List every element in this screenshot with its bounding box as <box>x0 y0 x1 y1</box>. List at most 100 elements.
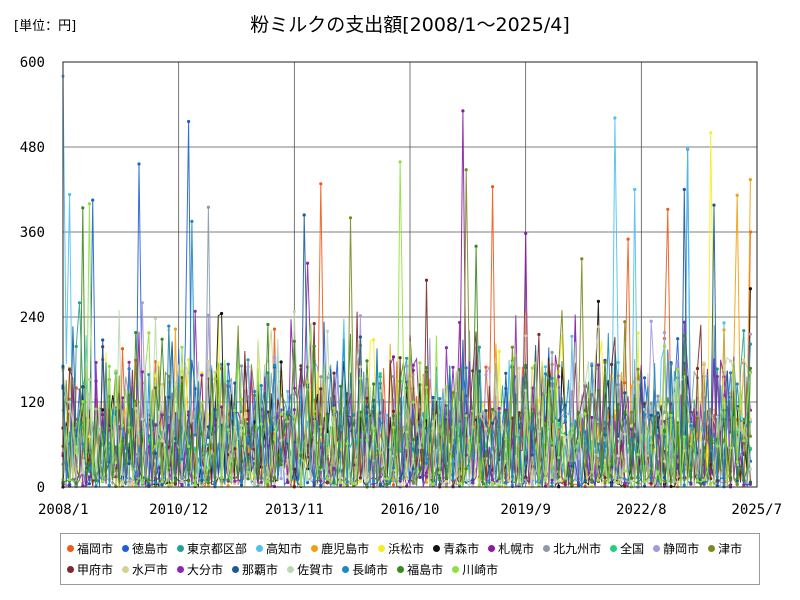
data-point <box>153 451 158 455</box>
legend-label: 長崎市 <box>352 563 389 577</box>
data-point <box>722 398 726 402</box>
data-point <box>246 437 250 441</box>
data-point <box>610 459 614 463</box>
data-point <box>81 206 85 210</box>
data-point <box>411 400 415 404</box>
data-point <box>206 425 210 429</box>
data-point <box>299 454 303 458</box>
data-point <box>319 375 323 379</box>
data-point <box>239 444 244 448</box>
data-point <box>306 261 310 265</box>
data-point <box>477 436 481 440</box>
data-point <box>81 442 85 446</box>
legend-item: 大分市 <box>177 559 223 580</box>
data-point <box>68 368 72 372</box>
legend-marker <box>378 545 386 552</box>
data-point <box>477 483 481 487</box>
data-point <box>424 385 429 390</box>
data-point <box>695 367 700 371</box>
data-point <box>153 374 158 378</box>
data-point <box>348 216 353 220</box>
data-point <box>583 381 587 385</box>
data-point <box>451 391 455 395</box>
y-tick-label: 360 <box>20 225 45 241</box>
legend-item: 高知市 <box>256 538 302 559</box>
data-point <box>517 478 521 482</box>
data-point <box>120 482 125 486</box>
data-point <box>266 483 270 487</box>
data-point <box>81 385 85 389</box>
data-point <box>464 414 468 418</box>
data-point <box>312 344 316 348</box>
data-point <box>292 392 296 396</box>
data-point <box>471 454 475 458</box>
data-point <box>649 469 653 473</box>
data-point <box>187 444 191 448</box>
data-point <box>167 483 171 487</box>
data-point <box>636 331 640 335</box>
data-point <box>147 331 151 335</box>
data-point <box>471 478 475 482</box>
data-point <box>563 482 567 486</box>
data-point <box>603 481 607 485</box>
data-point <box>134 331 138 335</box>
data-point <box>748 332 753 336</box>
data-point <box>623 410 627 414</box>
data-point <box>464 168 468 172</box>
data-point <box>636 452 640 457</box>
data-point <box>94 407 98 411</box>
data-point <box>107 364 111 368</box>
data-point <box>81 400 85 404</box>
data-point <box>550 376 554 380</box>
legend-label: 静岡市 <box>663 542 700 556</box>
grid-lines <box>63 62 757 487</box>
data-point <box>524 475 528 479</box>
data-point <box>220 484 224 488</box>
data-point <box>656 411 660 415</box>
data-point <box>173 382 177 386</box>
legend-label: 川崎市 <box>462 563 499 577</box>
legend-item: 北九州市 <box>543 538 601 559</box>
data-point <box>530 366 534 370</box>
data-point <box>101 456 105 460</box>
data-point <box>623 432 627 436</box>
data-point <box>411 467 415 471</box>
data-point <box>339 384 343 388</box>
data-point <box>306 380 310 385</box>
data-point <box>537 429 541 433</box>
legend-label: 鹿児島市 <box>321 542 370 556</box>
data-point <box>702 478 706 482</box>
data-point <box>81 470 85 474</box>
data-point <box>391 477 396 482</box>
data-point <box>735 477 739 481</box>
data-point <box>259 422 263 426</box>
legend-marker <box>256 545 264 552</box>
data-point <box>418 361 422 365</box>
data-point <box>524 481 528 485</box>
legend-marker <box>488 545 496 552</box>
data-point <box>206 359 210 363</box>
data-point <box>187 483 191 487</box>
data-point <box>418 445 422 450</box>
legend-label: 甲府市 <box>77 563 114 577</box>
data-point <box>695 451 700 455</box>
data-point <box>306 481 310 485</box>
data-point <box>137 162 141 166</box>
data-point <box>173 479 177 483</box>
data-point <box>748 366 753 370</box>
data-point <box>689 475 693 479</box>
data-point <box>576 411 581 415</box>
data-point <box>580 257 584 261</box>
legend-label: 大分市 <box>187 563 224 577</box>
data-point <box>735 382 739 386</box>
chart-title: 粉ミルクの支出額[2008/1～2025/4] <box>250 14 570 36</box>
data-point <box>147 483 151 487</box>
data-point <box>299 482 303 486</box>
data-point <box>471 425 475 429</box>
data-point <box>729 359 733 363</box>
data-point <box>524 408 528 412</box>
data-point <box>378 389 382 393</box>
data-point <box>550 350 554 355</box>
data-point <box>474 244 478 248</box>
data-point <box>200 479 204 483</box>
